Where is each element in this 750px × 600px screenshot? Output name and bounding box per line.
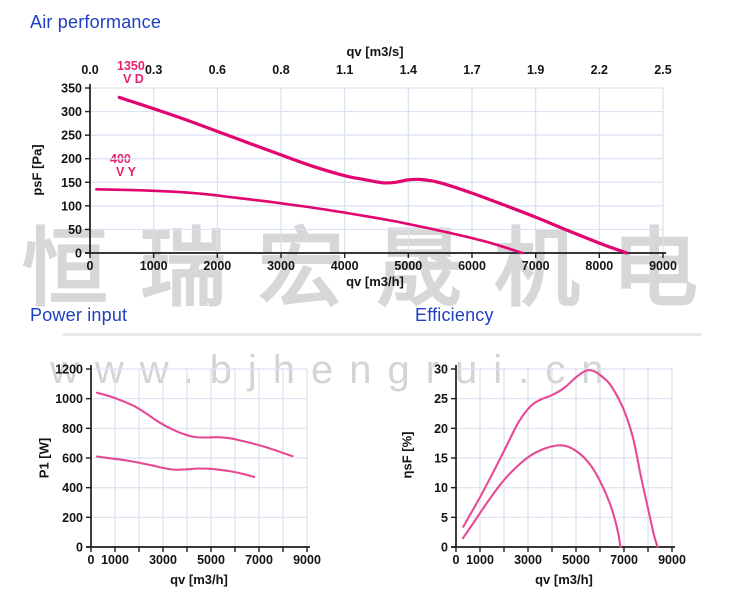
air-x-tick-label: 8000 bbox=[585, 259, 613, 273]
power-y-tick-label: 1000 bbox=[55, 392, 83, 406]
air-chart-canvas: 0 1000 2000 3000 4000 5000 6000 7000 8000 90000.0… bbox=[61, 63, 677, 273]
efficiency-y-axis-label: ηsF [%] bbox=[399, 431, 415, 479]
air-y-tick-label: 150 bbox=[61, 176, 82, 190]
air-y-tick-label: 200 bbox=[61, 152, 82, 166]
air-y-tick-label: 50 bbox=[68, 223, 82, 237]
efficiency-y-tick-label: 5 bbox=[441, 511, 448, 525]
air-y-axis-label: psF [Pa] bbox=[29, 144, 45, 196]
power-y-tick-label: 800 bbox=[62, 422, 83, 436]
air-top-tick-label: 1.1 bbox=[336, 63, 353, 77]
air-top-tick-label: 0.0 bbox=[81, 63, 98, 77]
air-performance-chart: 0 1000 2000 3000 4000 5000 6000 7000 8000 9000 0.0… bbox=[61, 63, 677, 273]
power-y-tick-label: 1200 bbox=[55, 363, 83, 377]
air-top-tick-label: 1.9 bbox=[527, 63, 544, 77]
air-top-tick-label: 0.8 bbox=[272, 63, 289, 77]
air-performance-title: Air performance bbox=[30, 12, 162, 32]
power-series-400-vy bbox=[95, 455, 256, 479]
air-x-tick-label: 4000 bbox=[331, 259, 359, 273]
air-top-tick-label: 2.2 bbox=[591, 63, 608, 77]
air-x-tick-label: 9000 bbox=[649, 259, 677, 273]
efficiency-y-tick-label: 15 bbox=[434, 452, 448, 466]
efficiency-y-tick-label: 10 bbox=[434, 481, 448, 495]
power-y-tick-label: 200 bbox=[62, 511, 83, 525]
power-x-tick-label: 1000 bbox=[101, 553, 129, 567]
air-series-1350-vd bbox=[117, 95, 629, 255]
air-y-tick-label: 100 bbox=[61, 199, 82, 213]
power-x-tick-label: 9000 bbox=[293, 553, 321, 567]
curve-label-vy: V Y bbox=[116, 165, 136, 179]
efficiency-y-tick-label: 20 bbox=[434, 422, 448, 436]
air-x-tick-label: 2000 bbox=[203, 259, 231, 273]
air-series-400-vy bbox=[95, 188, 524, 255]
power-x-tick-label: 7000 bbox=[245, 553, 273, 567]
air-top-tick-label: 1.7 bbox=[463, 63, 480, 77]
efficiency-x-tick-label: 5000 bbox=[562, 553, 590, 567]
power-x-tick-label: 0 bbox=[88, 553, 95, 567]
efficiency-y-tick-label: 25 bbox=[434, 392, 448, 406]
power-input-chart: 0 1000 3000 5000 7000 9000 0 200 400 600 800 1000 12… bbox=[55, 363, 321, 568]
air-top-tick-label: 1.4 bbox=[400, 63, 417, 77]
efficiency-x-tick-label: 3000 bbox=[514, 553, 542, 567]
efficiency-chart-canvas: 0 1000 3000 5000 7000 9000 0 5 10 15 20 25 30 bbox=[434, 363, 686, 568]
power-y-axis-label: P1 [W] bbox=[36, 437, 52, 479]
air-y-tick-label: 350 bbox=[61, 82, 82, 96]
air-y-tick-label: 250 bbox=[61, 129, 82, 143]
power-y-tick-label: 0 bbox=[76, 541, 83, 555]
air-top-tick-label: 0.3 bbox=[145, 63, 162, 77]
efficiency-x-tick-label: 7000 bbox=[610, 553, 638, 567]
curve-label-1350: 1350 bbox=[117, 59, 145, 73]
air-top-tick-label: 2.5 bbox=[654, 63, 671, 77]
efficiency-x-tick-label: 0 bbox=[453, 553, 460, 567]
efficiency-bottom-axis-label: qv [m3/h] bbox=[535, 572, 593, 587]
air-x-tick-label: 5000 bbox=[394, 259, 422, 273]
power-x-tick-label: 5000 bbox=[197, 553, 225, 567]
air-top-axis-label: qv [m3/s] bbox=[346, 44, 404, 59]
power-y-tick-label: 600 bbox=[62, 452, 83, 466]
air-x-tick-label: 0 bbox=[87, 259, 94, 273]
efficiency-title: Efficiency bbox=[415, 305, 494, 325]
air-bottom-axis-label: qv [m3/h] bbox=[346, 274, 404, 289]
power-bottom-axis-label: qv [m3/h] bbox=[170, 572, 228, 587]
air-y-tick-label: 0 bbox=[75, 247, 82, 261]
air-y-tick-label: 300 bbox=[61, 105, 82, 119]
efficiency-chart: 0 1000 3000 5000 7000 9000 0 5 10 15 20 25 30 bbox=[434, 363, 686, 568]
curve-label-1350-vd: 1350 V D bbox=[117, 60, 145, 86]
efficiency-y-tick-label: 30 bbox=[434, 363, 448, 377]
air-x-tick-label: 6000 bbox=[458, 259, 486, 273]
curve-label-vd: V D bbox=[123, 72, 144, 86]
efficiency-y-tick-label: 0 bbox=[441, 541, 448, 555]
efficiency-series-400-vy bbox=[461, 444, 622, 549]
efficiency-series-1350-vd bbox=[462, 369, 659, 549]
air-top-tick-label: 0.6 bbox=[209, 63, 226, 77]
efficiency-x-tick-label: 9000 bbox=[658, 553, 686, 567]
air-x-tick-label: 3000 bbox=[267, 259, 295, 273]
air-x-tick-label: 7000 bbox=[522, 259, 550, 273]
watermark-url: www.bjhengrui.cn bbox=[50, 348, 620, 392]
watermark-divider bbox=[62, 333, 702, 336]
power-y-tick-label: 400 bbox=[62, 481, 83, 495]
power-series-1350-vd bbox=[95, 391, 294, 458]
power-chart-canvas: 0 1000 3000 5000 7000 9000 0 200 400 600 800 1000 12… bbox=[55, 363, 321, 568]
power-input-title: Power input bbox=[30, 305, 128, 325]
air-x-tick-label: 1000 bbox=[140, 259, 168, 273]
efficiency-x-tick-label: 1000 bbox=[466, 553, 494, 567]
power-x-tick-label: 3000 bbox=[149, 553, 177, 567]
